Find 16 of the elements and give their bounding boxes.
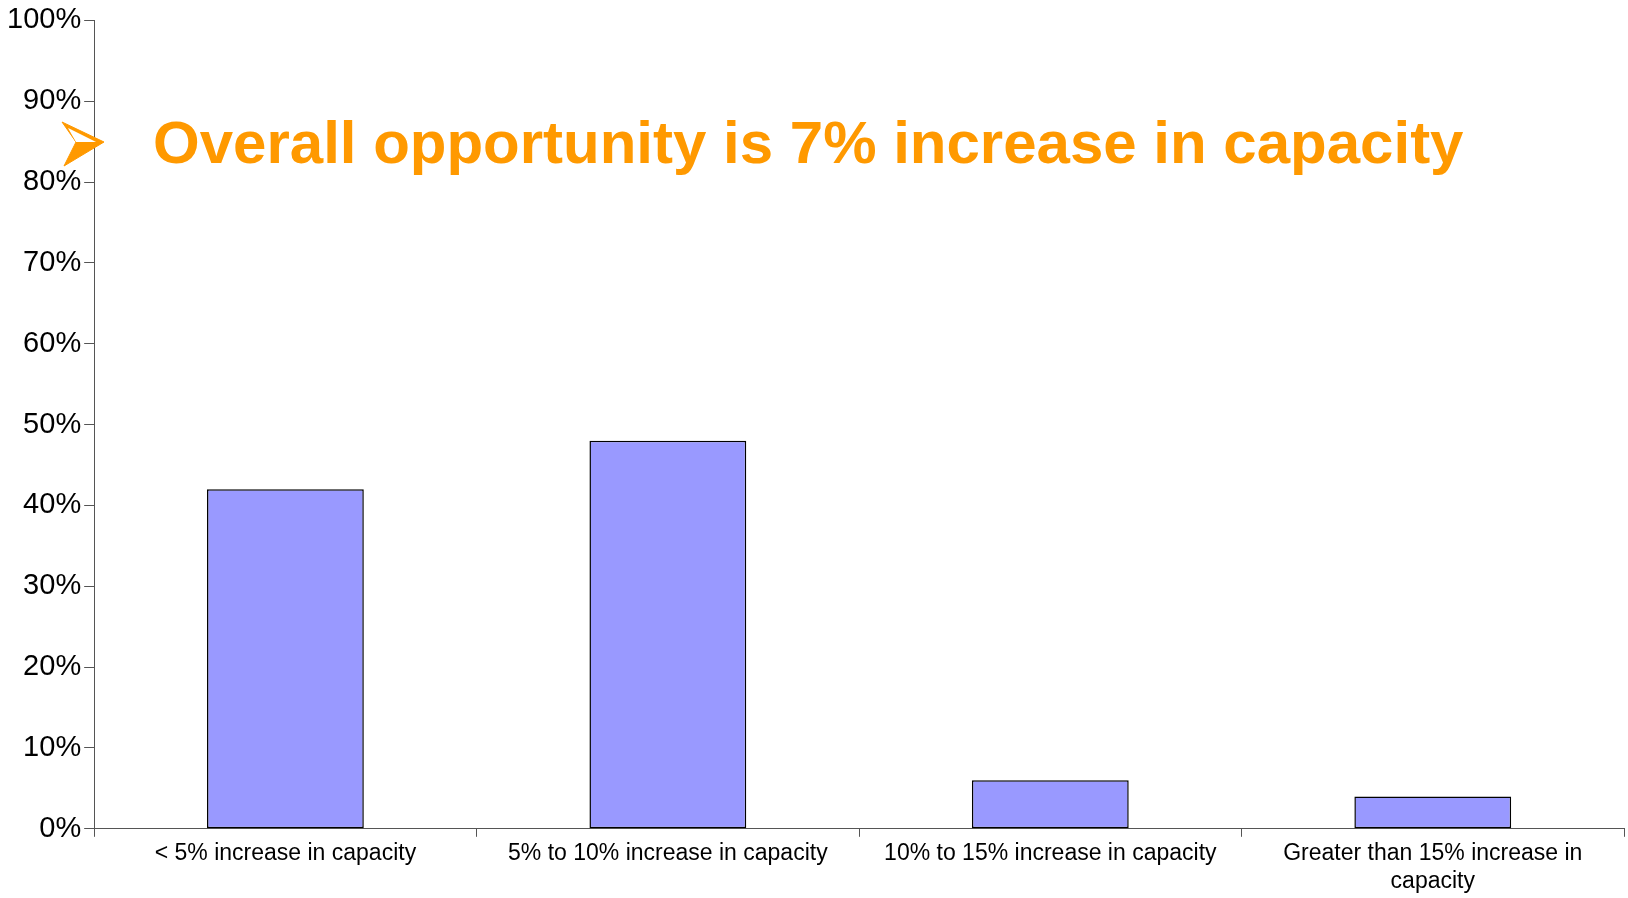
x-tick-label: Greater than 15% increase in capacity	[1283, 838, 1583, 893]
y-tick-label: 80%	[23, 164, 82, 197]
y-tick-label: 50%	[23, 406, 82, 439]
x-tick-label: < 5% increase in capacity	[154, 838, 417, 865]
x-tick-label: 5% to 10% increase in capacity	[508, 838, 829, 865]
y-tick-label: 40%	[23, 487, 82, 520]
y-tick-label: 10%	[23, 729, 82, 762]
y-tick-label: 90%	[23, 83, 82, 116]
y-tick-label: 100%	[7, 2, 82, 35]
y-tick-label: 20%	[23, 649, 82, 682]
y-tick-label: 60%	[23, 325, 82, 358]
y-tick-label: 70%	[23, 244, 82, 277]
annotation: Overall opportunity is 7% increase in capacity	[153, 108, 1465, 176]
y-tick-label: 0%	[39, 810, 82, 843]
y-tick-label: 30%	[23, 568, 82, 601]
x-tick-label: 10% to 15% increase in capacity	[884, 838, 1218, 865]
